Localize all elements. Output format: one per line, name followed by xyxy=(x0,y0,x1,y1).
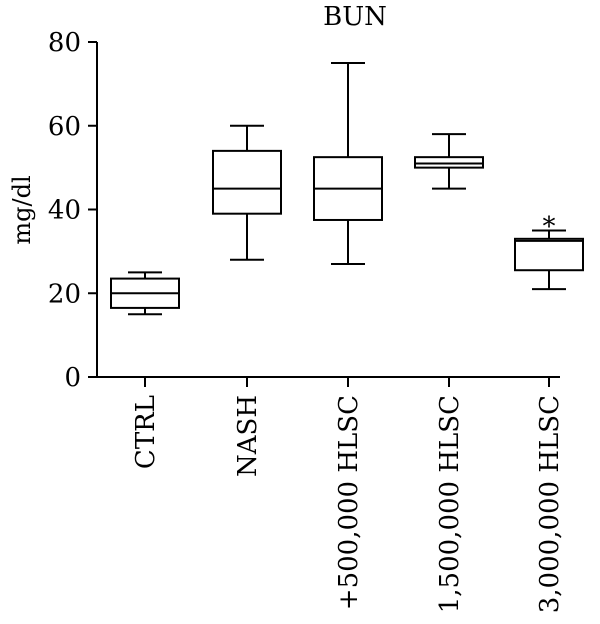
iqr-box xyxy=(414,156,484,169)
box-plot-item xyxy=(414,133,484,190)
x-tick-label: CTRL xyxy=(131,395,161,469)
chart-title: BUN xyxy=(323,2,387,32)
x-tick-label: + 1,500,000 HLSC xyxy=(435,395,465,624)
box-plot-item xyxy=(212,124,282,261)
x-tick-label: + 3,000,000 HLSC xyxy=(535,395,565,624)
significance-asterisk: * xyxy=(543,212,556,242)
box-series xyxy=(110,61,584,316)
x-tick-label: NASH xyxy=(233,395,263,477)
y-tick-label: 0 xyxy=(64,363,81,393)
y-tick-label: 40 xyxy=(48,196,81,226)
y-tick-label: 80 xyxy=(48,28,81,58)
y-tick-label: 60 xyxy=(48,112,81,142)
annotations: * xyxy=(543,212,556,242)
x-ticks: CTRL NASH +500,000 HLSC + 1,500,000 HLSC + 3… xyxy=(131,377,565,624)
box-plot-item xyxy=(514,229,584,291)
box-plot-item xyxy=(313,61,383,265)
y-axis-label: mg/dl xyxy=(8,175,36,244)
iqr-box xyxy=(212,149,282,215)
iqr-box xyxy=(514,237,584,272)
box-plot-item xyxy=(110,271,180,316)
y-tick-label: 20 xyxy=(48,279,81,309)
x-tick-label: +500,000 HLSC xyxy=(334,395,364,610)
y-ticks: 0 20 40 60 80 xyxy=(48,28,97,393)
